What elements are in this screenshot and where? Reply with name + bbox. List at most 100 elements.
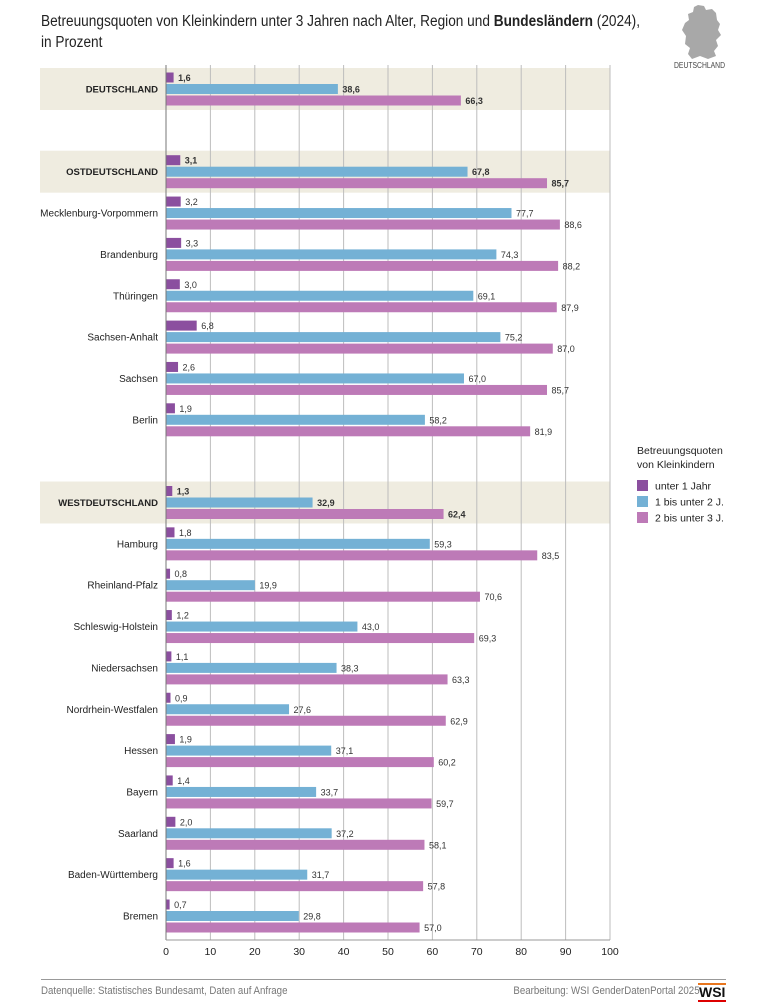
bar-1bis2 (166, 745, 332, 756)
data-label: 38,3 (341, 663, 359, 673)
data-label: 1,3 (177, 487, 190, 497)
data-label: 3,3 (186, 238, 199, 248)
x-tick-label: 10 (205, 946, 217, 958)
bar-2bis3 (166, 839, 425, 850)
data-label: 87,9 (561, 303, 579, 313)
legend-label: 1 bis unter 2 J. (655, 497, 724, 509)
bar-1bis2 (166, 84, 338, 94)
bar-2bis3 (166, 881, 424, 892)
legend-swatch (637, 496, 648, 507)
bar-1bis2 (166, 662, 337, 673)
row-label: Bremen (123, 912, 158, 923)
data-label: 1,8 (179, 528, 192, 538)
title-line2: in Prozent (41, 34, 103, 51)
bar-1bis2 (166, 497, 313, 508)
row-label: OSTDEUTSCHLAND (66, 167, 158, 178)
bar-2bis3 (166, 509, 444, 519)
bar-1bis2 (166, 332, 501, 343)
row-label: Bayern (126, 787, 158, 798)
data-label: 85,7 (552, 179, 570, 189)
x-tick-label: 50 (382, 946, 394, 958)
row-label: WESTDEUTSCHLAND (58, 498, 158, 509)
bar-1bis2 (166, 208, 512, 219)
bar-2bis3 (166, 798, 432, 809)
data-label: 69,1 (478, 291, 496, 301)
data-label: 88,6 (564, 220, 582, 230)
data-label: 83,5 (542, 551, 560, 561)
bar-unter1 (166, 72, 174, 83)
bar-2bis3 (166, 384, 548, 395)
data-label: 63,3 (452, 675, 470, 685)
title-part2: (2024), (593, 13, 641, 30)
x-tick-label: 40 (338, 946, 350, 958)
bar-2bis3 (166, 95, 461, 106)
data-label: 33,7 (321, 787, 339, 797)
bar-1bis2 (166, 580, 255, 591)
data-label: 0,8 (175, 569, 188, 579)
bar-1bis2 (166, 373, 464, 384)
data-label: 6,8 (201, 321, 214, 331)
legend-swatch (637, 512, 648, 523)
data-label: 2,6 (183, 362, 196, 372)
data-label: 3,2 (185, 197, 198, 207)
row-label: Schleswig-Holstein (74, 622, 158, 633)
bar-1bis2 (166, 621, 358, 632)
data-label: 1,1 (176, 652, 189, 662)
data-label: 88,2 (563, 261, 581, 271)
bar-unter1 (166, 279, 180, 290)
bar-unter1 (166, 734, 175, 745)
data-label: 70,6 (484, 592, 502, 602)
bar-1bis2 (166, 704, 290, 715)
data-label: 58,2 (429, 415, 447, 425)
data-label: 37,2 (336, 829, 354, 839)
legend-label: 2 bis unter 3 J. (655, 513, 724, 525)
bar-2bis3 (166, 426, 531, 437)
data-label: 1,6 (178, 859, 191, 869)
data-label: 62,4 (448, 510, 466, 520)
data-label: 1,9 (179, 735, 192, 745)
bar-unter1 (166, 568, 171, 579)
data-label: 67,8 (472, 167, 490, 177)
bar-1bis2 (166, 786, 317, 797)
data-label: 75,2 (505, 333, 523, 343)
bar-2bis3 (166, 343, 553, 354)
bar-1bis2 (166, 869, 308, 880)
x-tick-label: 60 (427, 946, 439, 958)
data-label: 3,1 (185, 156, 198, 166)
data-label: 31,7 (312, 870, 330, 880)
bar-unter1 (166, 527, 175, 538)
row-label: Niedersachsen (91, 663, 158, 674)
bar-unter1 (166, 486, 173, 496)
x-tick-label: 30 (293, 946, 305, 958)
title-bold: Bundesländern (493, 13, 594, 30)
data-label: 81,9 (535, 427, 553, 437)
row-label: Saarland (118, 829, 158, 840)
bar-2bis3 (166, 550, 538, 561)
data-label: 57,8 (428, 882, 446, 892)
chart-title: Betreuungsquoten von Kleinkindern unter … (41, 11, 640, 53)
data-label: 32,9 (317, 498, 335, 508)
data-label: 62,9 (450, 716, 468, 726)
bar-unter1 (166, 361, 179, 372)
bar-unter1 (166, 155, 181, 166)
bar-1bis2 (166, 911, 299, 921)
row-label: Hamburg (117, 539, 158, 550)
bar-2bis3 (166, 178, 548, 189)
bar-2bis3 (166, 219, 560, 230)
bar-2bis3 (166, 633, 475, 644)
bar-unter1 (166, 858, 174, 869)
data-label: 0,9 (175, 693, 188, 703)
bar-unter1 (166, 610, 172, 621)
data-label: 0,7 (174, 900, 187, 910)
data-label: 69,3 (479, 634, 497, 644)
bar-unter1 (166, 692, 171, 703)
row-label: Baden-Württemberg (68, 870, 158, 881)
bar-2bis3 (166, 260, 559, 271)
x-tick-label: 80 (515, 946, 527, 958)
data-label: 38,6 (342, 85, 360, 95)
x-tick-label: 70 (471, 946, 483, 958)
bar-unter1 (166, 775, 173, 786)
row-label: Sachsen (119, 374, 158, 385)
data-label: 27,6 (294, 705, 312, 715)
x-tick-label: 20 (249, 946, 261, 958)
